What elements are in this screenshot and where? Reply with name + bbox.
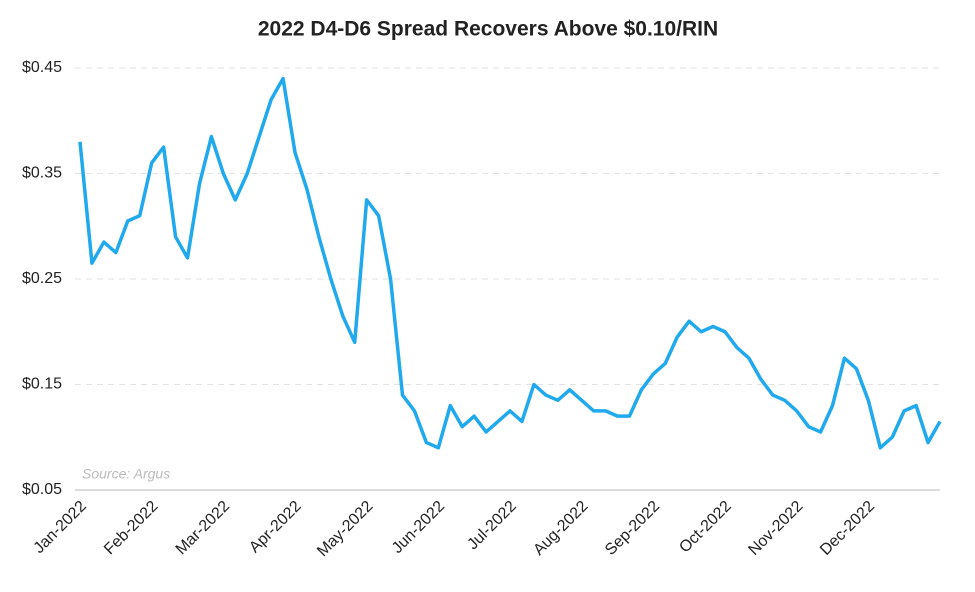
- source-note: Source: Argus: [82, 466, 170, 482]
- y-tick-label: $0.25: [22, 270, 62, 287]
- chart-title: 2022 D4-D6 Spread Recovers Above $0.10/R…: [258, 18, 718, 41]
- x-tick-label: Jul-2022: [464, 498, 520, 554]
- x-tick-label: Jan-2022: [31, 498, 90, 557]
- x-tick-label: Sep-2022: [602, 498, 663, 559]
- x-tick-label: Oct-2022: [676, 498, 735, 557]
- line-series: [78, 76, 942, 450]
- y-tick-label: $0.05: [22, 481, 62, 498]
- x-tick-label: Feb-2022: [101, 498, 162, 559]
- x-tick-label: Jun-2022: [389, 498, 448, 557]
- y-tick-label: $0.35: [22, 165, 62, 182]
- x-tick-label: May-2022: [314, 498, 376, 560]
- x-tick-label: Nov-2022: [745, 498, 806, 559]
- x-tick-label: Mar-2022: [173, 498, 234, 559]
- x-tick-label: Aug-2022: [530, 498, 591, 559]
- x-tick-label: Apr-2022: [246, 498, 305, 557]
- y-tick-label: $0.15: [22, 376, 62, 393]
- y-tick-label: $0.45: [22, 59, 62, 76]
- x-tick-label: Dec-2022: [817, 498, 878, 559]
